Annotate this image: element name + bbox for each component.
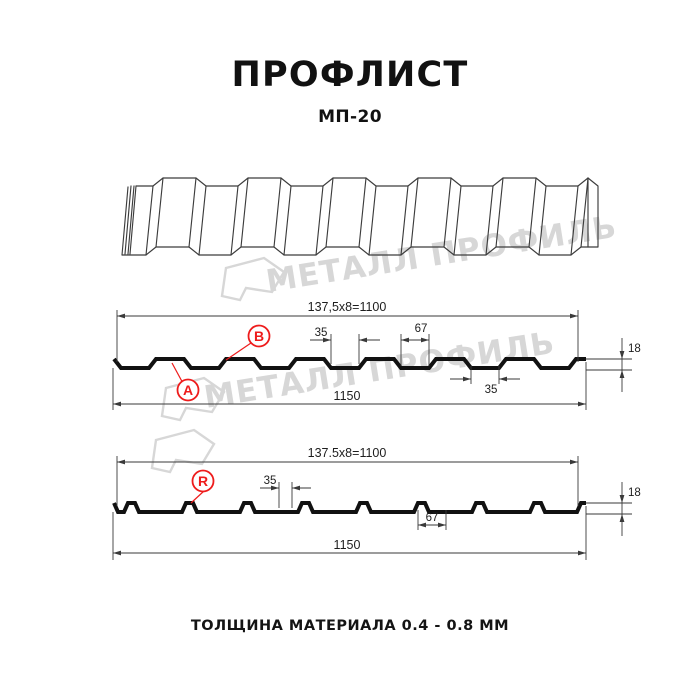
dimension-label-67-r: 67	[426, 512, 439, 524]
watermark-bottom	[150, 428, 216, 474]
profile-outline-r	[112, 501, 586, 514]
dimension-label-top-r: 137.5x8=1100	[308, 446, 387, 460]
dimension-35-r	[260, 482, 311, 508]
title-block: ПРОФЛИСТ МП-20	[0, 55, 700, 128]
watermark-logo-icon	[220, 256, 286, 302]
material-thickness-note: ТОЛЩИНА МАТЕРИАЛА 0.4 - 0.8 ММ	[190, 618, 510, 634]
dimension-label-bottom-r: 1150	[334, 538, 361, 552]
watermark-logo-icon	[150, 428, 216, 474]
marker-a: A	[171, 362, 200, 402]
marker-r-circle	[191, 469, 215, 493]
dimension-label-top-a: 137,5x8=1100	[308, 300, 387, 314]
dimension-label-67-a: 67	[415, 323, 428, 335]
marker-a-label: A	[183, 382, 193, 398]
dimension-label-35-r: 35	[264, 475, 277, 487]
dimension-35-lower-a	[450, 366, 520, 384]
dimension-top-a	[116, 310, 579, 362]
marker-a-circle	[176, 378, 200, 402]
dimension-label-35-upper-a: 35	[315, 327, 328, 339]
dimension-height-a	[586, 338, 632, 392]
dimension-label-bottom-a: 1150	[334, 389, 361, 403]
marker-r-label: R	[198, 473, 208, 489]
marker-b: B	[225, 324, 271, 361]
dimension-bottom-r	[112, 506, 587, 560]
page-title: ПРОФЛИСТ	[231, 55, 469, 95]
dimension-label-height-a: 18	[628, 343, 641, 355]
footer-block: ТОЛЩИНА МАТЕРИАЛА 0.4 - 0.8 ММ	[0, 618, 700, 634]
dimension-67-a	[400, 334, 430, 366]
marker-b-label: B	[254, 328, 264, 344]
dimension-35-upper-a	[310, 334, 380, 364]
dimension-label-35-lower-a: 35	[485, 384, 498, 396]
dimension-67-r	[417, 510, 447, 530]
model-subtitle: МП-20	[318, 107, 382, 127]
marker-r: R	[190, 469, 215, 504]
watermark-logo-icon	[160, 376, 226, 422]
dimension-height-r	[586, 482, 632, 536]
profile-outline-a	[112, 357, 586, 370]
marker-b-circle	[247, 324, 271, 348]
dimension-label-height-r: 18	[628, 487, 641, 499]
dimension-top-r	[116, 456, 579, 506]
corrugated-sheet-3d	[121, 177, 599, 256]
